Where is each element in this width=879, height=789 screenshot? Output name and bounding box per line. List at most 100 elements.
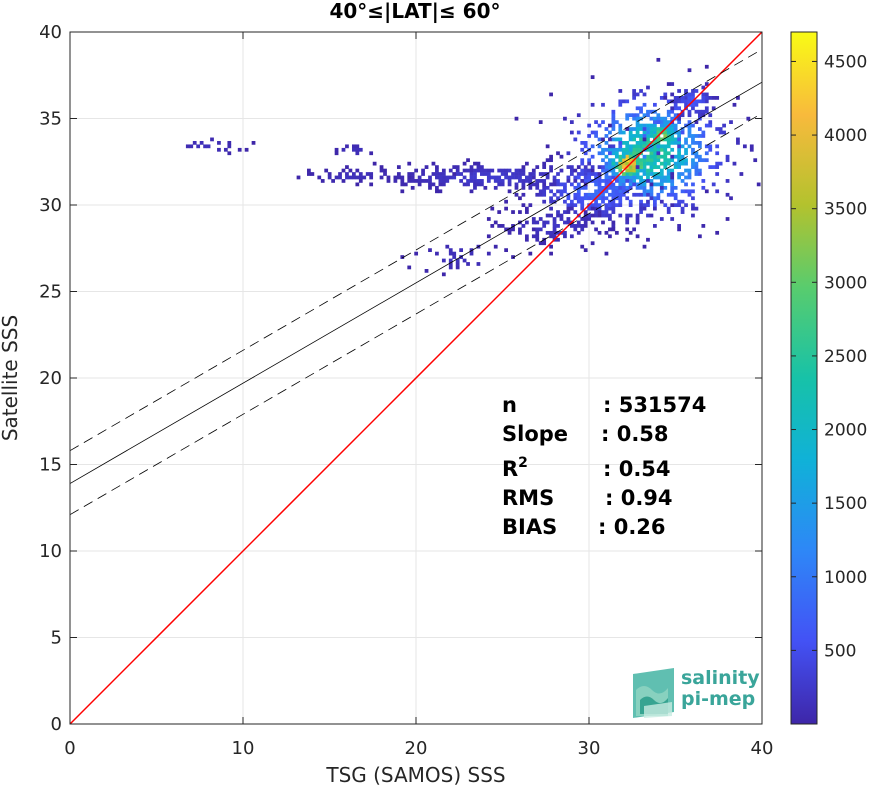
density-cell — [538, 179, 543, 183]
density-cell — [618, 165, 623, 169]
density-cell — [490, 224, 495, 228]
density-cell — [646, 154, 650, 159]
density-cell — [673, 96, 678, 100]
density-cell — [569, 182, 574, 187]
density-cell — [701, 185, 706, 190]
density-cell — [400, 175, 405, 180]
density-cell — [618, 182, 623, 187]
density-cell — [625, 116, 630, 121]
density-cell — [646, 179, 650, 183]
density-cell — [310, 172, 315, 176]
density-cell — [580, 196, 585, 201]
density-cell — [618, 140, 623, 145]
density-cell — [583, 165, 588, 169]
density-cell — [580, 179, 585, 183]
density-cell — [573, 185, 578, 190]
density-cell — [684, 189, 688, 194]
density-cell — [687, 192, 692, 197]
density-cell — [545, 175, 550, 180]
density-cell — [632, 127, 637, 131]
density-cell — [524, 234, 529, 239]
stat-bias-label: BIAS — [502, 515, 557, 539]
density-cell — [597, 172, 602, 176]
density-cell — [518, 175, 522, 180]
density-cell — [535, 179, 540, 183]
density-cell — [625, 175, 630, 180]
density-cell — [725, 154, 730, 159]
density-cell — [362, 175, 367, 180]
density-cell — [448, 168, 453, 173]
density-cell — [556, 213, 560, 218]
density-cell — [521, 224, 526, 228]
density-cell — [611, 113, 616, 118]
density-cell — [618, 154, 623, 159]
y-tick-label: 40 — [39, 22, 62, 43]
density-cell — [542, 185, 547, 190]
density-cell — [677, 144, 681, 149]
density-cell — [569, 203, 574, 208]
density-cell — [670, 154, 675, 159]
density-cell — [659, 96, 664, 100]
density-cell — [604, 165, 609, 169]
density-cell — [663, 134, 668, 138]
density-cell — [632, 192, 637, 197]
density-cell — [341, 179, 346, 183]
density-cell — [656, 165, 661, 169]
density-cell — [659, 137, 664, 142]
density-cell — [576, 192, 581, 197]
density-cell — [697, 144, 702, 149]
density-cell — [649, 179, 654, 183]
density-cell — [653, 123, 657, 128]
density-cell — [687, 120, 692, 124]
density-cell — [701, 179, 706, 183]
density-cell — [628, 182, 633, 187]
density-cell — [701, 92, 706, 97]
density-cell — [632, 151, 637, 156]
density-cell — [673, 113, 678, 118]
density-cell — [666, 175, 671, 180]
density-cell — [694, 140, 699, 145]
density-cell — [227, 140, 232, 145]
density-cell — [587, 134, 592, 138]
density-cell — [528, 172, 533, 176]
density-cell — [590, 130, 595, 135]
density-cell — [656, 154, 661, 159]
density-cell — [604, 175, 609, 180]
density-cell — [715, 189, 720, 194]
density-cell — [590, 213, 595, 218]
density-cell — [653, 158, 657, 163]
density-cell — [729, 120, 733, 124]
density-cell — [635, 234, 640, 239]
density-cell — [625, 113, 630, 118]
density-cell — [673, 185, 678, 190]
density-cell — [646, 127, 650, 131]
density-cell — [217, 140, 221, 145]
density-cell — [646, 175, 650, 180]
density-cell — [635, 213, 640, 218]
density-cell — [587, 168, 592, 173]
density-cell — [369, 151, 374, 156]
density-cell — [614, 151, 619, 156]
density-cell — [559, 192, 564, 197]
density-cell — [528, 175, 533, 180]
density-cell — [486, 251, 491, 256]
density-cell — [691, 161, 695, 166]
density-cell — [708, 120, 713, 124]
density-cell — [473, 161, 477, 166]
density-cell — [687, 144, 692, 149]
density-cell — [556, 189, 560, 194]
density-cell — [646, 192, 650, 197]
density-cell — [656, 151, 661, 156]
density-cell — [656, 137, 661, 142]
density-cell — [604, 182, 609, 187]
density-cell — [663, 158, 668, 163]
density-cell — [604, 179, 609, 183]
density-cell — [473, 179, 477, 183]
density-cell — [646, 237, 650, 242]
density-cell — [632, 165, 637, 169]
density-cell — [601, 196, 605, 201]
density-cell — [497, 168, 502, 173]
density-cell — [514, 116, 519, 121]
density-cell — [410, 175, 415, 180]
density-cell — [642, 158, 647, 163]
